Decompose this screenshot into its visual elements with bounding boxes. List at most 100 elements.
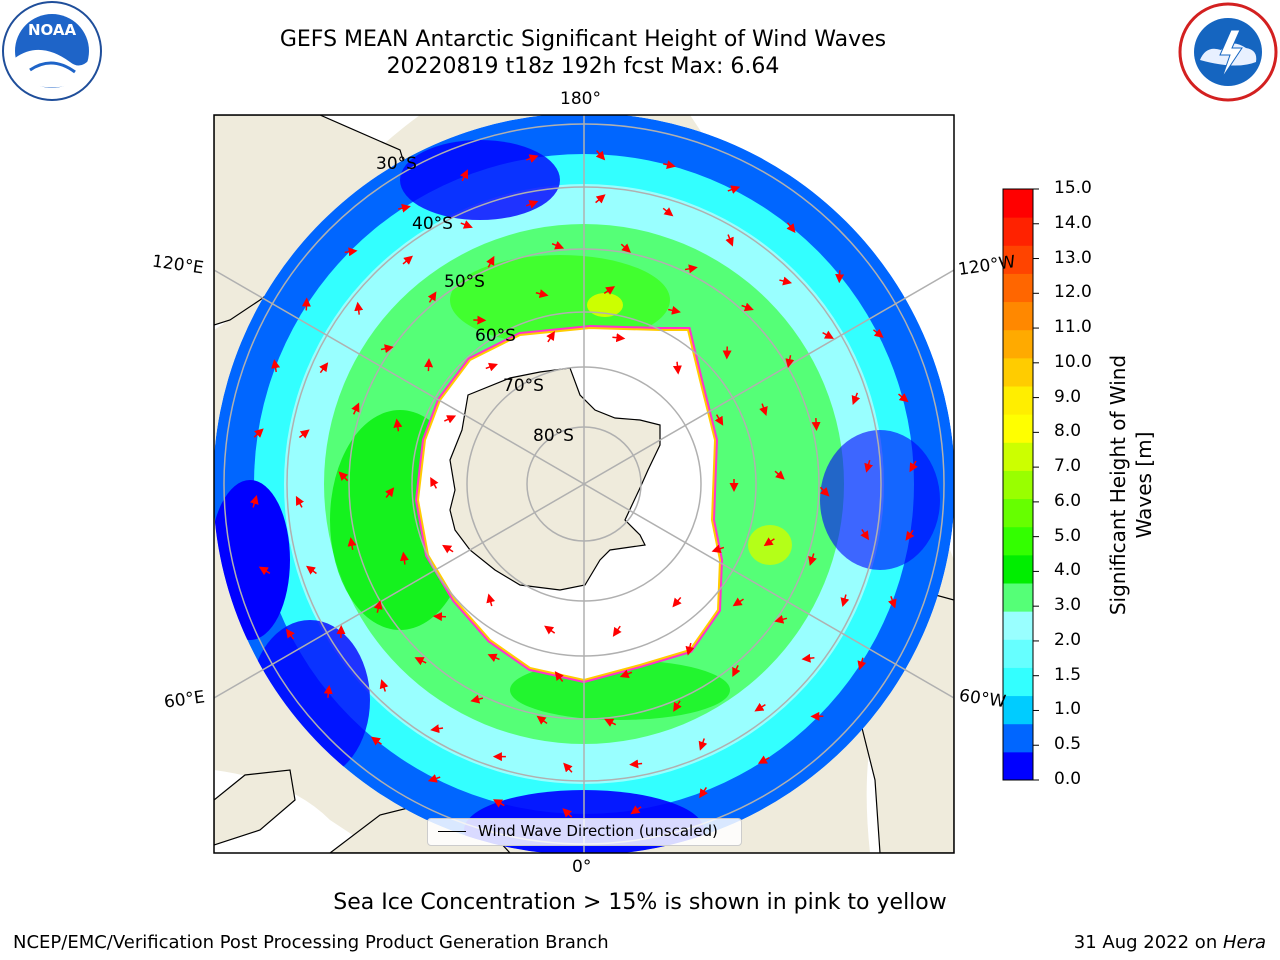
wind-wave-arrow: [779, 276, 793, 286]
colorbar-tick-label: 13.0: [1054, 247, 1092, 268]
wind-wave-arrow: [459, 169, 469, 182]
wind-wave-arrow: [323, 684, 333, 698]
wind-wave-arrow: [668, 305, 681, 315]
colorbar-segment: [1003, 751, 1033, 781]
colorbar-title-line2: Waves [m]: [1132, 431, 1156, 539]
noaa-logo: NOAA: [2, 1, 102, 101]
colorbar-segment: [1003, 554, 1033, 584]
colorbar-tick-label: 14.0: [1054, 212, 1092, 233]
colorbar-segment: [1003, 329, 1033, 359]
wind-wave-arrow: [319, 362, 329, 374]
wind-wave-arrow: [398, 203, 411, 213]
wind-wave-arrow: [808, 553, 817, 566]
wind-wave-arrow: [551, 241, 565, 250]
wind-wave-arrow: [258, 566, 271, 576]
wind-wave-arrow: [444, 415, 457, 424]
wind-wave-arrow: [727, 185, 741, 194]
wind-wave-arrow: [612, 333, 626, 343]
wind-wave-arrow: [759, 403, 768, 416]
colorbar-segment: [1003, 414, 1033, 443]
wind-wave-arrow: [470, 694, 484, 704]
legend-line-icon: [438, 831, 466, 832]
colorbar-segment: [1003, 639, 1033, 668]
colorbar-title-line1: Significant Height of Wind: [1106, 354, 1130, 616]
wind-wave-arrow: [344, 247, 358, 257]
wind-wave-arrow: [754, 702, 766, 712]
wind-wave-arrow: [662, 207, 674, 217]
wind-wave-arrow: [603, 286, 616, 295]
colorbar-segment: [1003, 723, 1033, 753]
wind-wave-arrow: [840, 594, 850, 608]
chart-title: GEFS MEAN Antarctic Significant Height o…: [279, 27, 887, 52]
lat-label-30s: 30°S: [376, 154, 417, 174]
colorbar-segment: [1003, 583, 1033, 612]
wind-wave-arrow: [630, 805, 642, 815]
wind-wave-arrow: [306, 565, 317, 575]
wind-wave-arrow: [427, 774, 441, 783]
colorbar-segment: [1003, 611, 1033, 640]
wind-wave-arrow: [757, 755, 770, 764]
wind-wave-arrow: [851, 392, 861, 405]
wind-wave-arrow: [298, 429, 310, 439]
wind-wave-arrow: [526, 154, 539, 163]
wind-wave-arrow: [554, 671, 564, 682]
wind-wave-arrow: [485, 362, 498, 372]
wind-wave-arrow: [430, 476, 439, 489]
lat-label-80s: 80°S: [533, 426, 574, 446]
lat-label-70s: 70°S: [503, 376, 544, 396]
wind-wave-arrow: [385, 487, 395, 498]
wind-wave-arrow: [544, 625, 556, 635]
footer-date-text: 31 Aug 2022 on: [1073, 932, 1223, 953]
wind-wave-arrow: [663, 160, 676, 170]
colorbar-segment: [1003, 442, 1033, 471]
wind-wave-arrow: [774, 614, 788, 624]
wind-wave-arrow: [525, 200, 539, 209]
colorbar-tick-label: 10.0: [1054, 351, 1092, 372]
colorbar-tick-label: 15.0: [1054, 178, 1092, 198]
colorbar-tick-label: 6.0: [1054, 490, 1082, 511]
wind-wave-arrow: [698, 738, 708, 751]
wind-wave-arrow: [619, 669, 633, 678]
madagascar-land: [214, 769, 296, 846]
wind-wave-arrow: [673, 700, 682, 712]
colorbar-tick-label: 8.0: [1054, 421, 1082, 442]
wind-wave-arrow: [351, 402, 360, 415]
map-frame: [213, 114, 955, 854]
chart-subtitle: 20220819 t18z 192h fcst Max: 6.64: [386, 54, 780, 79]
colorbar-segment: [1003, 470, 1033, 500]
colorbar-tick-label: 7.0: [1054, 456, 1082, 477]
wind-wave-arrow: [354, 301, 364, 315]
colorbar-segment: [1003, 301, 1033, 331]
wind-wave-arrow: [414, 657, 427, 666]
wind-wave-arrow: [685, 642, 695, 656]
wind-wave-arrow: [486, 593, 496, 607]
wind-wave-arrows: [249, 150, 918, 818]
wind-wave-arrow: [380, 344, 394, 354]
lat-label-40s: 40°S: [412, 214, 453, 234]
wind-wave-arrow: [430, 724, 444, 734]
wind-wave-arrow: [785, 355, 795, 368]
wind-wave-arrow: [629, 759, 643, 769]
wind-wave-arrow: [774, 470, 785, 480]
wind-wave-arrow: [492, 799, 505, 808]
wind-wave-arrow: [595, 150, 606, 161]
footer-machine: Hera: [1222, 932, 1266, 953]
sea-ice-note: Sea Ice Concentration > 15% is shown in …: [333, 890, 947, 915]
footer-date: 31 Aug 2022 on Hera: [1074, 932, 1266, 953]
colorbar-tick-label: 0.0: [1054, 769, 1082, 789]
wind-wave-arrow: [427, 291, 437, 303]
colorbar-tick-label: 9.0: [1054, 386, 1082, 407]
wind-wave-arrow: [857, 657, 867, 671]
wind-wave-arrow: [909, 460, 918, 473]
wind-wave-arrow: [732, 665, 741, 677]
lat-label-50s: 50°S: [444, 272, 485, 292]
wind-wave-arrow: [801, 653, 815, 663]
colorbar-segment: [1003, 245, 1033, 274]
colorbar-segment: [1003, 273, 1033, 303]
noaa-logo-text: NOAA: [28, 21, 77, 39]
colorbar-segment: [1003, 695, 1033, 725]
wind-wave-arrow: [699, 787, 708, 799]
wind-wave-arrow: [249, 495, 259, 508]
wind-wave-arrow: [563, 762, 573, 773]
